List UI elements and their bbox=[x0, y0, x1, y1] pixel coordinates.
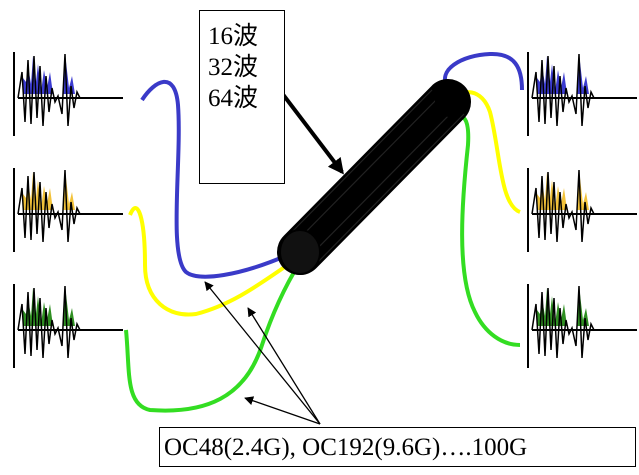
fiber-end-right bbox=[435, 85, 463, 117]
wavelength-count-label: 16波 32波 64波 bbox=[199, 10, 285, 184]
waveform-green-right bbox=[527, 284, 638, 368]
wavelength-label-32: 32波 bbox=[208, 54, 259, 81]
bit-rate-text: OC48(2.4G), OC192(9.6G)….100G bbox=[164, 434, 528, 461]
bit-rate-label: OC48(2.4G), OC192(9.6G)….100G bbox=[159, 427, 636, 467]
rate-pointer-arrows bbox=[204, 281, 321, 425]
waveform-green-left bbox=[13, 284, 124, 368]
fiber-bundle bbox=[277, 79, 471, 275]
fiber-end-left bbox=[279, 229, 321, 275]
waveform-yellow-left bbox=[13, 168, 124, 252]
signal-blue-left-curve bbox=[140, 79, 291, 279]
waveform-blue-left bbox=[13, 52, 124, 136]
waveform-blue-right bbox=[527, 52, 638, 136]
signal-blue-right-curve bbox=[443, 51, 524, 91]
signal-green-left-curve bbox=[124, 260, 302, 413]
signal-yellow-left-curve bbox=[128, 206, 297, 317]
signal-green-right-curve bbox=[446, 114, 521, 347]
waveform-yellow-right bbox=[527, 168, 638, 252]
wavelength-label-16: 16波 bbox=[208, 23, 259, 50]
wavelength-label-64: 64波 bbox=[208, 85, 259, 112]
